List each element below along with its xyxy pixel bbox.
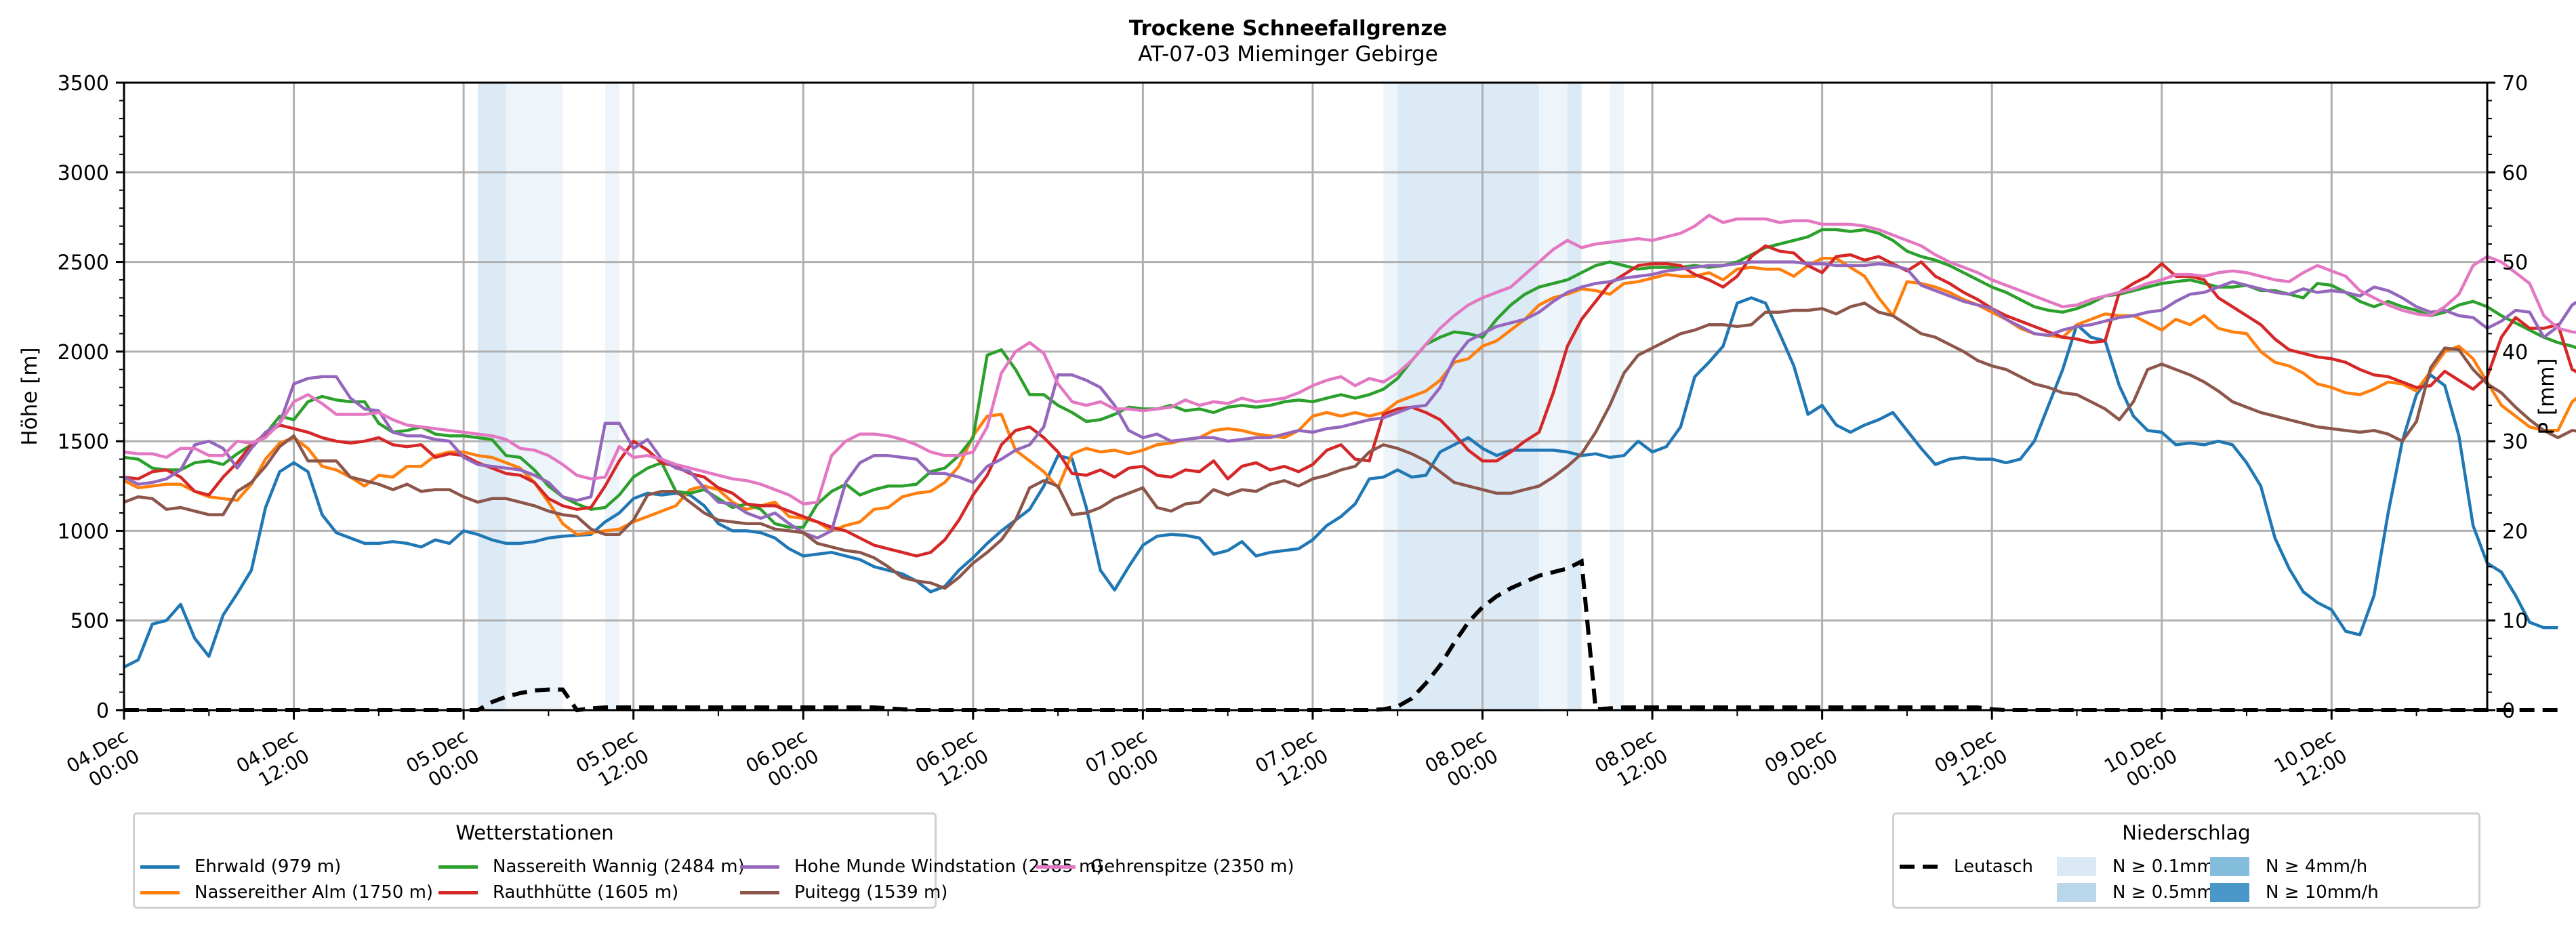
y-right-tick-label: 30 bbox=[2502, 430, 2528, 454]
legend-item-precip-level: N ≥ 10mm/h bbox=[2210, 882, 2379, 903]
precip-bands bbox=[478, 83, 1624, 710]
series-line bbox=[123, 260, 2576, 540]
legend-item-station: Nassereither Alm (1750 m) bbox=[140, 882, 433, 903]
chart-subtitle: AT-07-03 Mieminger Gebirge bbox=[1138, 42, 1438, 66]
legend-label: Ehrwald (979 m) bbox=[195, 856, 342, 877]
precip-band bbox=[506, 83, 563, 710]
legend-line-swatch bbox=[438, 890, 478, 894]
y-right-tick-label: 50 bbox=[2502, 251, 2528, 275]
legend-label: Puitegg (1539 m) bbox=[794, 882, 948, 903]
legend-item-leutasch: Leutasch bbox=[1900, 856, 2033, 877]
legend-dash-swatch bbox=[1900, 865, 1939, 869]
y-tick-label: 1000 bbox=[58, 520, 109, 543]
legend-line-swatch bbox=[740, 890, 779, 894]
legend-item-station: Nassereith Wannig (2484 m) bbox=[438, 856, 745, 877]
precip-band bbox=[1397, 83, 1540, 710]
y-right-tick-label: 20 bbox=[2502, 520, 2528, 543]
legend-label: Leutasch bbox=[1954, 856, 2033, 877]
legend-precip-title: Niederschlag bbox=[2122, 821, 2251, 844]
y-tick-label: 2000 bbox=[58, 341, 109, 365]
series-line bbox=[123, 296, 2558, 669]
legend-label: Rauthhütte (1605 m) bbox=[493, 882, 679, 903]
y-tick-label: 2500 bbox=[58, 251, 109, 275]
precip-band bbox=[478, 83, 506, 710]
legend-stations-title: Wetterstationen bbox=[455, 821, 614, 844]
legend-item-station: Gehrenspitze (2350 m) bbox=[1036, 856, 1294, 877]
legend-color-swatch bbox=[2210, 883, 2249, 902]
legend-item-station: Puitegg (1539 m) bbox=[740, 882, 947, 903]
legend-item-station: Ehrwald (979 m) bbox=[140, 856, 341, 877]
y-right-tick-label: 40 bbox=[2502, 341, 2528, 365]
legend-color-swatch bbox=[2057, 857, 2096, 876]
legend-item-precip-level: N ≥ 0.1mm/h bbox=[2057, 856, 2231, 877]
chart-title: Trockene Schneefallgrenze bbox=[1128, 16, 1448, 41]
precip-band bbox=[1610, 83, 1624, 710]
series-line bbox=[123, 228, 2576, 529]
legend-item-precip-level: N ≥ 4mm/h bbox=[2210, 856, 2367, 877]
legend-label: N ≥ 4mm/h bbox=[2266, 856, 2368, 877]
precip-band bbox=[605, 83, 619, 710]
y-tick-label: 3500 bbox=[58, 72, 109, 96]
legend-line-swatch bbox=[438, 865, 478, 869]
legend-label: N ≥ 10mm/h bbox=[2266, 882, 2379, 903]
legend-color-swatch bbox=[2210, 857, 2249, 876]
plot-frame bbox=[123, 81, 2489, 711]
y-tick-label: 1500 bbox=[58, 430, 109, 454]
legend-line-swatch bbox=[1036, 865, 1076, 869]
y-tick-label: 3000 bbox=[58, 161, 109, 185]
legend-line-swatch bbox=[140, 890, 180, 894]
y-right-tick-label: 10 bbox=[2502, 610, 2528, 634]
y-tick-label: 0 bbox=[96, 699, 109, 723]
y-right-tick-label: 0 bbox=[2502, 699, 2515, 723]
legend-precipitation: Niederschlag Leutasch N ≥ 0.1mm/h N ≥ 0.5m… bbox=[1892, 812, 2480, 909]
precip-band bbox=[1383, 83, 1398, 710]
legend-item-precip-level: N ≥ 0.5mm/h bbox=[2057, 882, 2231, 903]
grid-lines bbox=[123, 81, 2487, 711]
legend-line-swatch bbox=[740, 865, 779, 869]
y-axis-label-right: P [mm] bbox=[2535, 358, 2559, 434]
legend-color-swatch bbox=[2057, 883, 2096, 902]
legend-item-station: Rauthhütte (1605 m) bbox=[438, 882, 678, 903]
station-lines bbox=[123, 213, 2576, 669]
legend-label: Nassereither Alm (1750 m) bbox=[195, 882, 434, 903]
y-right-tick-label: 60 bbox=[2502, 161, 2528, 185]
y-tick-label: 500 bbox=[70, 610, 109, 634]
legend-stations: Wetterstationen Ehrwald (979 m) Nassereit… bbox=[133, 812, 1294, 909]
y-axis-label-left: Höhe [m] bbox=[18, 347, 42, 445]
legend-line-swatch bbox=[140, 865, 180, 869]
series-line bbox=[123, 213, 2576, 505]
legend-label: Gehrenspitze (2350 m) bbox=[1090, 856, 1294, 877]
legend-label: Nassereith Wannig (2484 m) bbox=[493, 856, 745, 877]
y-right-tick-label: 70 bbox=[2502, 72, 2528, 96]
series-line bbox=[123, 302, 2576, 590]
axes bbox=[116, 81, 2495, 720]
precip-band bbox=[1567, 83, 1582, 710]
series-line bbox=[123, 244, 2576, 558]
